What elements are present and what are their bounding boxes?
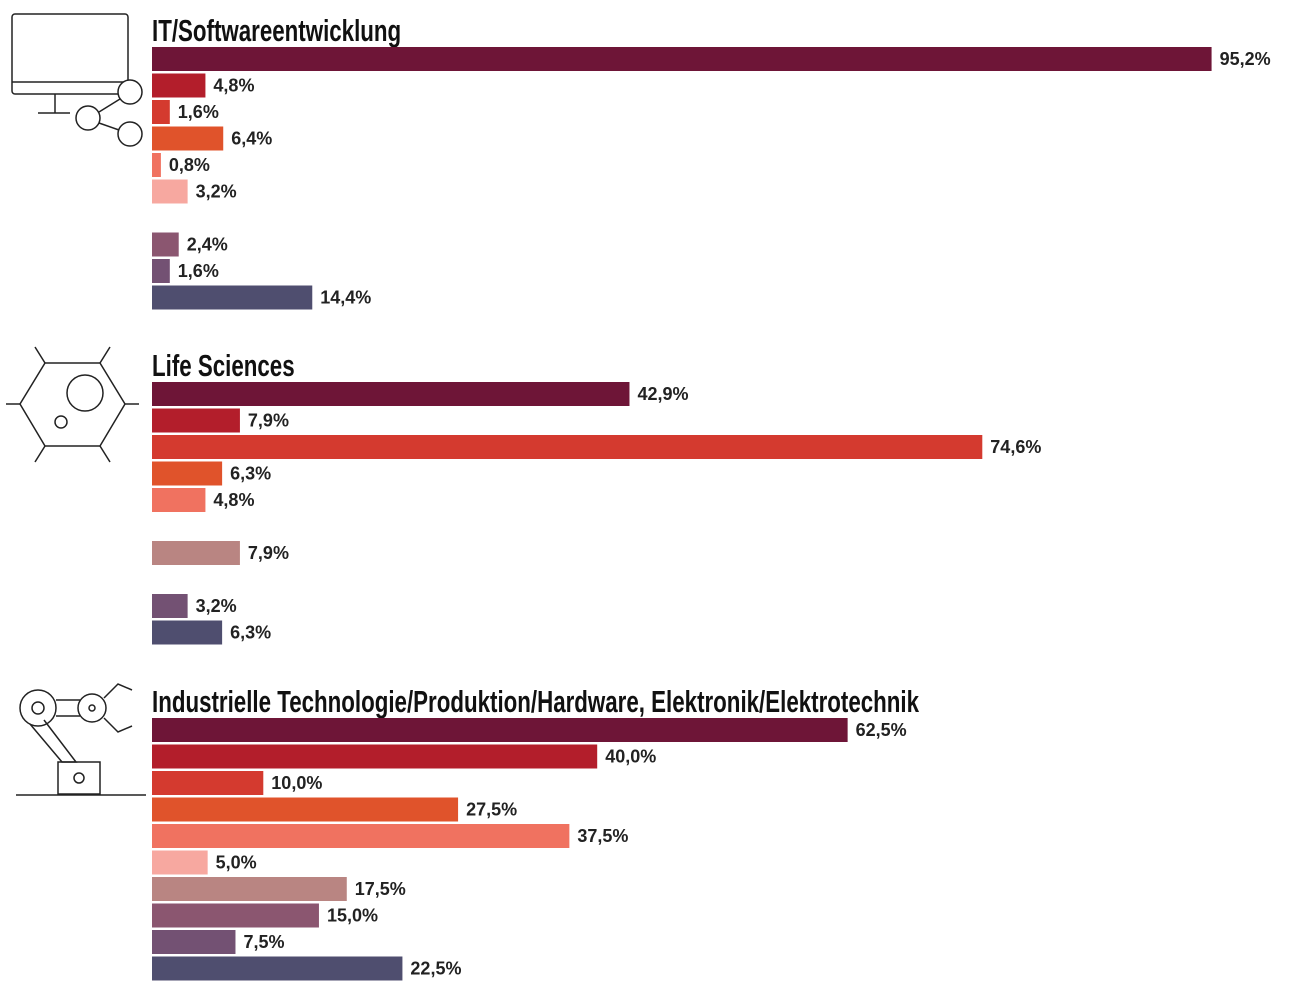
bar bbox=[152, 541, 240, 565]
value-label: 3,2% bbox=[196, 181, 237, 201]
value-label: 37,5% bbox=[577, 826, 628, 846]
value-label: 42,9% bbox=[637, 384, 688, 404]
bar bbox=[152, 930, 236, 954]
value-label: 22,5% bbox=[410, 958, 461, 978]
value-label: 14,4% bbox=[320, 287, 371, 307]
value-label: 7,9% bbox=[248, 543, 289, 563]
bar bbox=[152, 488, 206, 512]
value-label: 7,5% bbox=[243, 932, 284, 952]
bar bbox=[152, 718, 848, 742]
bar bbox=[152, 232, 179, 257]
bar bbox=[152, 382, 630, 406]
bar bbox=[152, 797, 459, 822]
value-label: 0,8% bbox=[169, 155, 210, 175]
value-label: 1,6% bbox=[178, 261, 219, 281]
bar bbox=[152, 100, 170, 124]
chart-title: Industrielle Technologie/Produktion/Hard… bbox=[152, 684, 920, 718]
value-label: 74,6% bbox=[990, 437, 1041, 457]
value-label: 17,5% bbox=[355, 879, 406, 899]
value-label: 15,0% bbox=[327, 905, 378, 925]
icon-cell bbox=[6, 346, 139, 463]
bar bbox=[152, 956, 403, 981]
title-group: IT/Softwareentwicklung bbox=[152, 13, 401, 47]
value-label: 10,0% bbox=[271, 773, 322, 793]
value-label: 6,3% bbox=[230, 463, 271, 483]
icon-robot bbox=[16, 683, 146, 796]
chart-title: Life Sciences bbox=[152, 348, 295, 382]
bar bbox=[152, 620, 223, 645]
bar bbox=[152, 744, 598, 769]
value-label: 6,4% bbox=[231, 128, 272, 148]
bar bbox=[152, 850, 208, 875]
bar bbox=[152, 126, 224, 151]
title-group: Life Sciences bbox=[152, 348, 295, 382]
bar bbox=[152, 285, 313, 310]
value-label: 27,5% bbox=[466, 799, 517, 819]
icon-computer bbox=[11, 13, 143, 147]
value-label: 4,8% bbox=[213, 490, 254, 510]
bar bbox=[152, 903, 319, 928]
bar bbox=[152, 259, 170, 283]
bar bbox=[152, 153, 161, 177]
value-label: 62,5% bbox=[856, 720, 907, 740]
value-label: 40,0% bbox=[605, 746, 656, 766]
title-group: Industrielle Technologie/Produktion/Hard… bbox=[152, 684, 920, 718]
chart-title: IT/Softwareentwicklung bbox=[152, 13, 401, 47]
bar bbox=[152, 408, 240, 433]
value-label: 7,9% bbox=[248, 410, 289, 430]
bar bbox=[152, 435, 983, 459]
value-label: 3,2% bbox=[196, 596, 237, 616]
value-label: 95,2% bbox=[1220, 49, 1271, 69]
value-label: 1,6% bbox=[178, 102, 219, 122]
bar bbox=[152, 824, 570, 848]
value-label: 5,0% bbox=[216, 852, 257, 872]
value-label: 4,8% bbox=[213, 75, 254, 95]
bar bbox=[152, 877, 347, 901]
bar bbox=[152, 73, 206, 98]
bar bbox=[152, 594, 188, 618]
bar bbox=[152, 179, 188, 204]
value-label: 2,4% bbox=[187, 234, 228, 254]
bar bbox=[152, 771, 264, 795]
bar bbox=[152, 461, 223, 486]
value-label: 6,3% bbox=[230, 622, 271, 642]
bar bbox=[152, 47, 1212, 71]
